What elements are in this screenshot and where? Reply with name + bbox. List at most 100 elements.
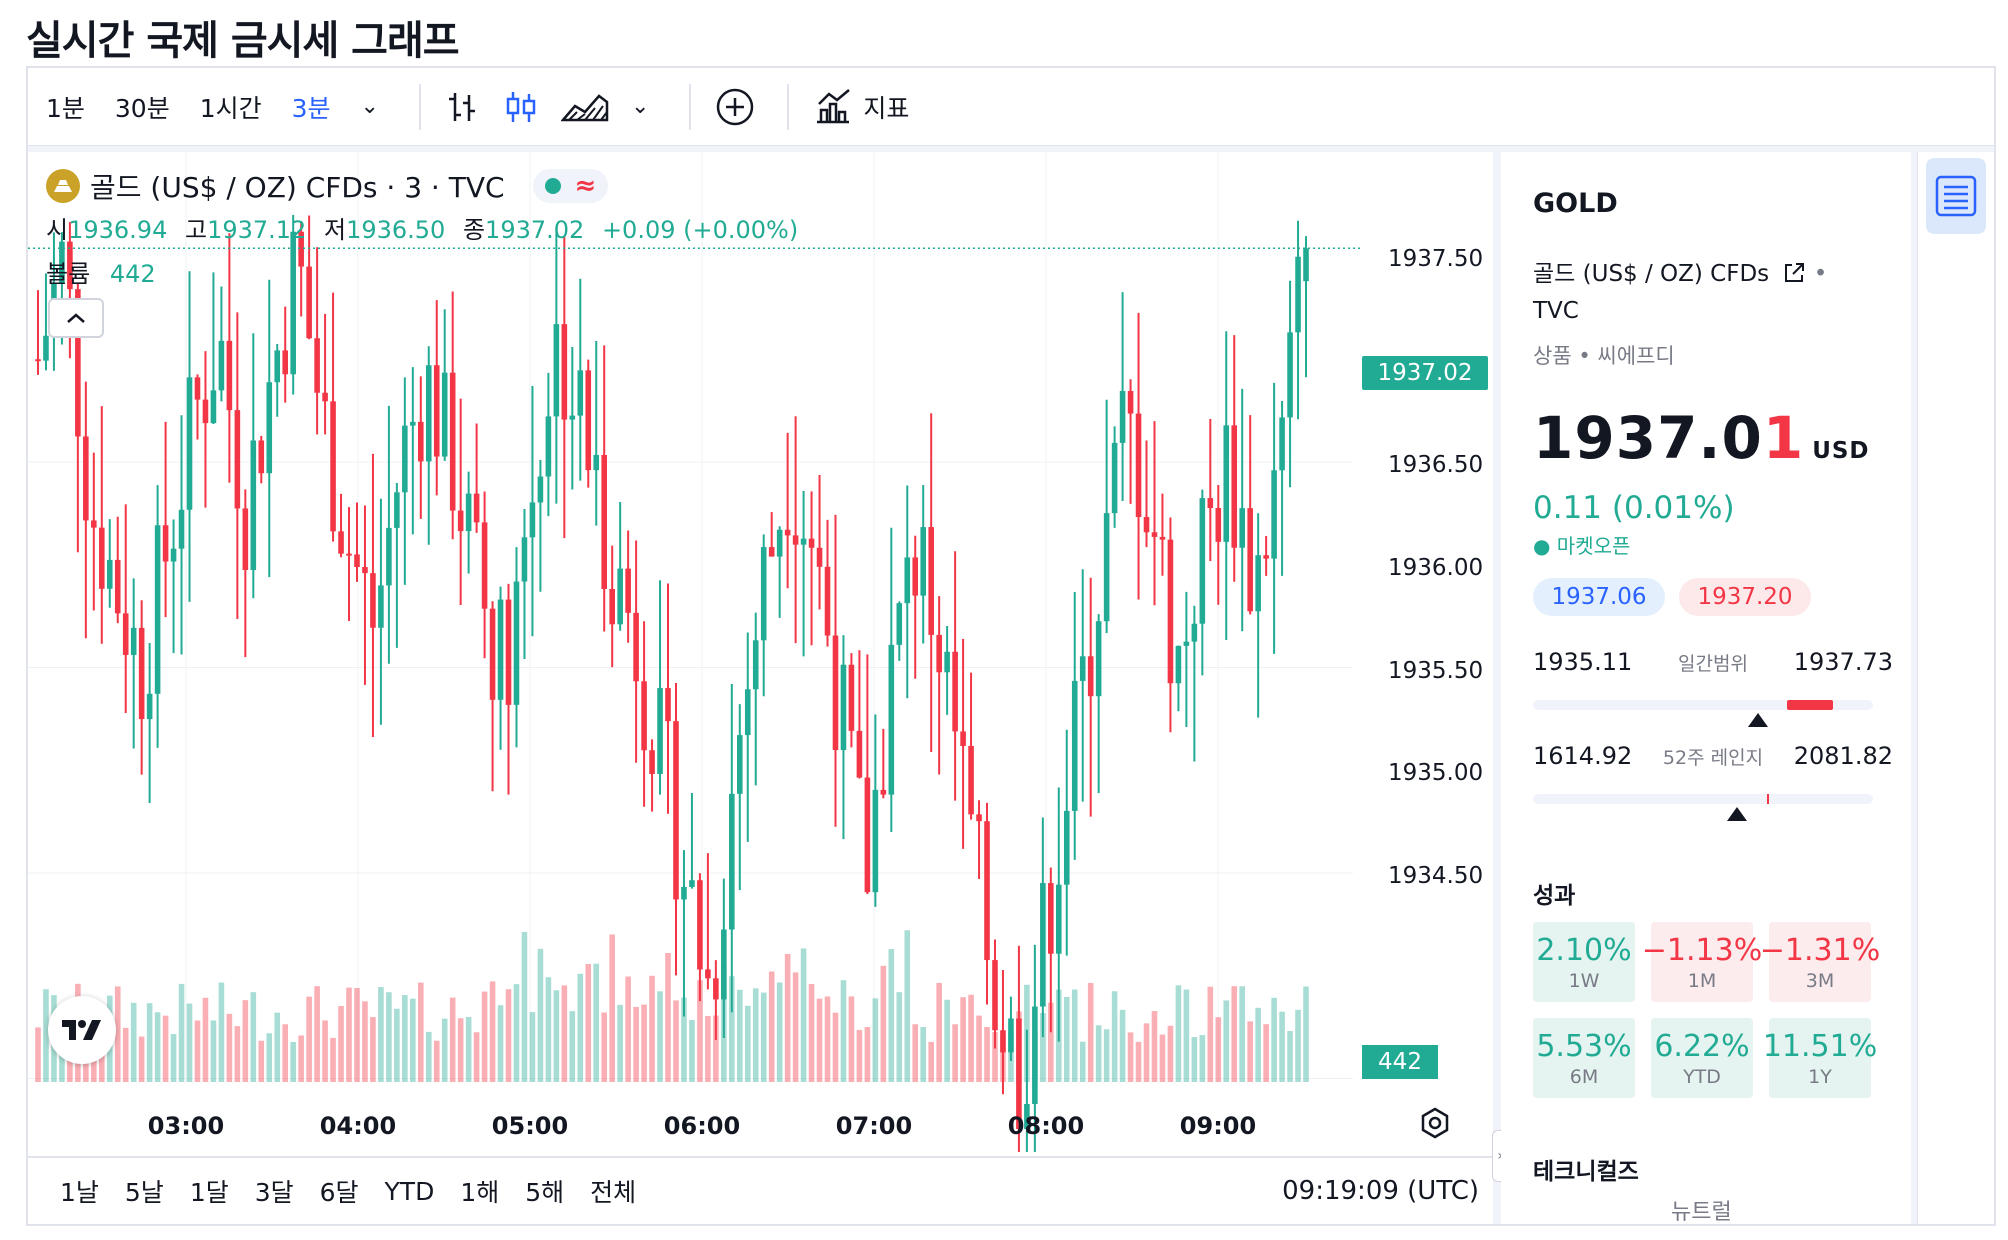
volume-bar (210, 1020, 217, 1082)
volume-bar (298, 1035, 304, 1082)
volume-bar (242, 1000, 249, 1082)
perf-ytd[interactable]: 6.22% YTD (1651, 1018, 1753, 1098)
day-range-marker-icon (1748, 713, 1768, 727)
perf-value: −1.13% (1641, 932, 1763, 968)
candle-body (976, 814, 982, 822)
perf-1w[interactable]: 2.10% 1W (1533, 922, 1635, 1002)
volume-bar (394, 1008, 400, 1082)
candle-body (553, 324, 560, 417)
legend-title[interactable]: 골드 (US$ / OZ) CFDs · 3 · TVC (90, 171, 505, 204)
watchlist-button[interactable] (1926, 158, 1986, 234)
bid-price: 1937.06 (1533, 578, 1665, 616)
candle-body (441, 372, 448, 457)
volume-bar (250, 992, 257, 1082)
volume-bar (840, 980, 847, 1082)
candle-body (505, 599, 512, 705)
volume-bar (968, 994, 974, 1082)
price-main: 1937.0 (1533, 404, 1763, 472)
candle-body (242, 508, 249, 570)
high-label: 고 (184, 216, 208, 244)
volume-bar (816, 998, 823, 1082)
legend-collapse-button[interactable] (48, 298, 104, 338)
candle-body (721, 929, 727, 1000)
volume-bar (35, 1027, 41, 1082)
top-toolbar: 1분 30분 1시간 3분 ⌄ ⌄ 지표 (28, 68, 1994, 146)
volume-bar (162, 1015, 169, 1082)
chart-widget: 1분 30분 1시간 3분 ⌄ ⌄ 지표 골드 (U (26, 66, 1996, 1226)
perf-3m[interactable]: −1.31% 3M (1760, 922, 1880, 1002)
candle-body (944, 651, 950, 673)
interval-30m[interactable]: 30분 (114, 93, 170, 123)
market-status-pill[interactable]: ≈ (532, 169, 609, 203)
candle-body (1247, 508, 1253, 612)
indicators-icon[interactable] (813, 88, 853, 126)
external-link-icon[interactable] (1782, 261, 1806, 285)
candle-body (130, 627, 137, 655)
volume-bar (481, 991, 488, 1082)
candle-body (1079, 656, 1086, 681)
bars-chart-icon[interactable] (445, 89, 481, 125)
candle-body (768, 547, 775, 557)
interval-3m[interactable]: 3분 (291, 93, 331, 123)
range-1m[interactable]: 1달 (189, 1178, 229, 1207)
volume-bar (649, 975, 655, 1082)
bullet-separator: • (1813, 261, 1828, 287)
candle-body (856, 730, 863, 778)
volume-bar (1127, 1032, 1134, 1082)
price-chart-canvas[interactable] (28, 152, 1493, 1152)
range-1d[interactable]: 1날 (60, 1178, 99, 1207)
range-5y[interactable]: 5해 (525, 1178, 565, 1207)
volume-bar (505, 989, 512, 1082)
perf-1m[interactable]: −1.13% 1M (1642, 922, 1762, 1002)
toolbar-divider (418, 83, 421, 130)
tradingview-logo[interactable] (48, 996, 116, 1064)
candle-body (920, 527, 927, 596)
candle-body (98, 527, 105, 589)
range-6m[interactable]: 6달 (319, 1178, 359, 1207)
last-price-badge: 1937.02 (1362, 356, 1488, 390)
volume-bar (178, 983, 185, 1082)
interval-1m[interactable]: 1분 (46, 93, 85, 123)
volume-bar (768, 971, 775, 1082)
range-1y[interactable]: 1해 (460, 1178, 500, 1207)
toolbar-divider (689, 83, 692, 130)
volume-bar (657, 991, 663, 1082)
volume-bar (226, 1013, 233, 1082)
area-chart-icon[interactable] (560, 90, 609, 124)
volume-bar (1063, 996, 1070, 1082)
symbol-name: GOLD (1533, 188, 1618, 219)
market-status: ● 마켓오픈 (1533, 534, 1631, 558)
interval-1h[interactable]: 1시간 (199, 93, 262, 123)
chart-settings-gear-icon[interactable] (1418, 1106, 1452, 1144)
volume-bar (146, 1003, 153, 1082)
candle-body (1255, 555, 1261, 612)
range-all[interactable]: 전체 (590, 1178, 637, 1207)
volume-bar (1159, 1034, 1166, 1082)
price-axis-label: 1936.50 (1388, 452, 1484, 478)
range-3m[interactable]: 3달 (254, 1178, 294, 1207)
perf-1y[interactable]: 11.51% 1Y (1763, 1018, 1877, 1098)
indicators-button[interactable]: 지표 (863, 93, 910, 123)
candle-body (43, 335, 49, 361)
add-compare-plus-icon[interactable] (715, 87, 755, 127)
candle-body (1151, 532, 1158, 537)
candle-body (1063, 810, 1070, 885)
range-5d[interactable]: 5날 (124, 1178, 164, 1207)
symbol-description-link[interactable]: 골드 (US$ / OZ) CFDs (1533, 261, 1770, 287)
volume-bar (473, 1032, 480, 1082)
candle-body (481, 522, 488, 609)
chart-pane[interactable]: 골드 (US$ / OZ) CFDs · 3 · TVC ≈ 시1936.94 … (28, 152, 1493, 1224)
utc-clock[interactable]: 09:19:09 (UTC) (1282, 1176, 1479, 1206)
range-ytd[interactable]: YTD (384, 1176, 435, 1206)
perf-6m[interactable]: 5.53% 6M (1533, 1018, 1635, 1098)
candle-body (1215, 508, 1222, 542)
perf-period: 1Y (1808, 1065, 1832, 1088)
volume-bar (697, 980, 703, 1082)
time-axis-label: 04:00 (319, 1112, 397, 1140)
chart-type-dropdown-chevron-icon[interactable]: ⌄ (630, 94, 650, 119)
volume-bar (449, 997, 456, 1082)
candle-body (569, 415, 576, 420)
candles-chart-icon[interactable] (503, 89, 539, 125)
volume-bar (402, 995, 408, 1082)
interval-dropdown-chevron-icon[interactable]: ⌄ (360, 94, 379, 119)
